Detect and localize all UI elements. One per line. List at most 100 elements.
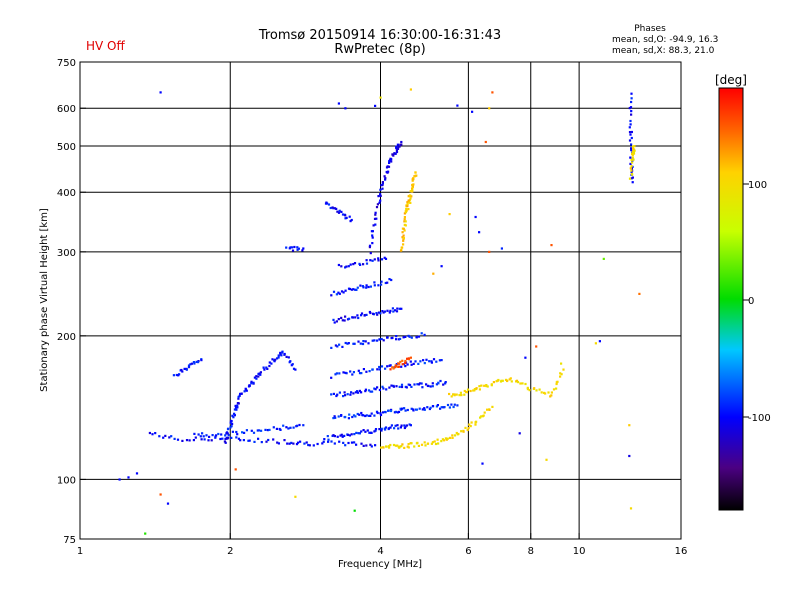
x-tick-label: 4 [377, 546, 383, 557]
echo-point [255, 375, 258, 378]
echo-point [387, 170, 390, 173]
echo-point [468, 423, 471, 426]
echo-point [266, 367, 269, 370]
echo-point [268, 364, 271, 368]
echo-point [378, 365, 381, 369]
echo-point [307, 443, 310, 447]
echo-point [403, 424, 406, 427]
echo-point [524, 382, 527, 386]
echo-point [370, 431, 373, 434]
echo-point [359, 284, 362, 287]
echo-point [633, 145, 636, 148]
echo-point [429, 406, 432, 409]
echo-point [337, 263, 340, 267]
echo-point [547, 391, 550, 394]
echo-point [375, 410, 379, 413]
echo-point [457, 432, 460, 436]
echo-point [403, 216, 406, 219]
echo-point [344, 266, 347, 269]
echo-point [380, 337, 383, 341]
echo-point [233, 408, 236, 411]
echo-point [388, 445, 391, 448]
echo-point [400, 143, 403, 146]
echo-point [336, 435, 339, 438]
echo-point [224, 437, 227, 440]
echo-point [386, 336, 389, 339]
echo-point [390, 158, 393, 161]
echo-point [449, 436, 452, 439]
echo-point [354, 415, 357, 418]
echo-point [365, 414, 368, 417]
echo-point [364, 340, 367, 343]
echo-point [290, 441, 293, 444]
echo-point [434, 442, 438, 446]
echo-point [486, 408, 489, 411]
echo-point [376, 386, 379, 389]
echo-point [352, 342, 355, 345]
echo-point [350, 433, 353, 436]
echo-point [418, 407, 421, 410]
echo-point [386, 281, 389, 284]
echo-point [401, 236, 404, 239]
echo-point [166, 502, 170, 505]
echo-point [379, 188, 382, 191]
echo-point [175, 373, 178, 377]
echo-point [367, 285, 370, 289]
echo-point [237, 437, 240, 440]
echo-point [365, 444, 368, 447]
echo-point [355, 288, 358, 291]
echo-point [401, 407, 404, 410]
echo-point [233, 414, 236, 417]
echo-point [389, 309, 392, 312]
echo-point [379, 194, 382, 197]
echo-point [335, 394, 338, 398]
x-tick-label: 16 [675, 546, 688, 557]
echo-point [322, 440, 325, 443]
echo-point [471, 110, 474, 113]
echo-point [368, 431, 371, 434]
echo-point [629, 123, 632, 126]
echo-point [346, 433, 350, 436]
echo-point [451, 436, 454, 439]
echo-point [259, 373, 262, 376]
echo-point [407, 201, 411, 204]
echo-point [630, 92, 633, 95]
echo-point [395, 145, 398, 148]
echo-point [380, 365, 384, 368]
echo-point [388, 311, 391, 314]
echo-point [224, 434, 227, 437]
echo-point [410, 363, 413, 366]
echo-point [283, 352, 286, 356]
echo-point [407, 208, 410, 211]
echo-point [630, 113, 633, 116]
echo-point [350, 288, 353, 291]
echo-point [433, 440, 436, 443]
echo-point [381, 310, 384, 313]
echo-point [388, 446, 391, 449]
echo-point [415, 174, 418, 177]
echo-point [151, 433, 154, 436]
echo-point [444, 381, 447, 384]
echo-point [371, 259, 374, 262]
echo-point [397, 338, 400, 341]
echo-point [459, 391, 462, 394]
echo-point [402, 239, 405, 242]
echo-point [483, 411, 486, 414]
echo-point [369, 443, 372, 446]
echo-point [423, 441, 426, 444]
echo-point [296, 246, 299, 249]
echo-point [260, 441, 263, 444]
echo-point [371, 390, 374, 393]
echo-point [358, 389, 361, 392]
echo-point [452, 405, 455, 409]
echo-point [382, 339, 385, 342]
echo-point [305, 441, 308, 444]
echo-point [466, 388, 470, 391]
echo-point [423, 333, 426, 336]
echo-point [423, 362, 426, 365]
echo-point [425, 383, 428, 386]
echo-point [630, 100, 633, 104]
echo-point [266, 429, 269, 432]
echo-point [334, 416, 337, 419]
echo-point [396, 424, 399, 427]
